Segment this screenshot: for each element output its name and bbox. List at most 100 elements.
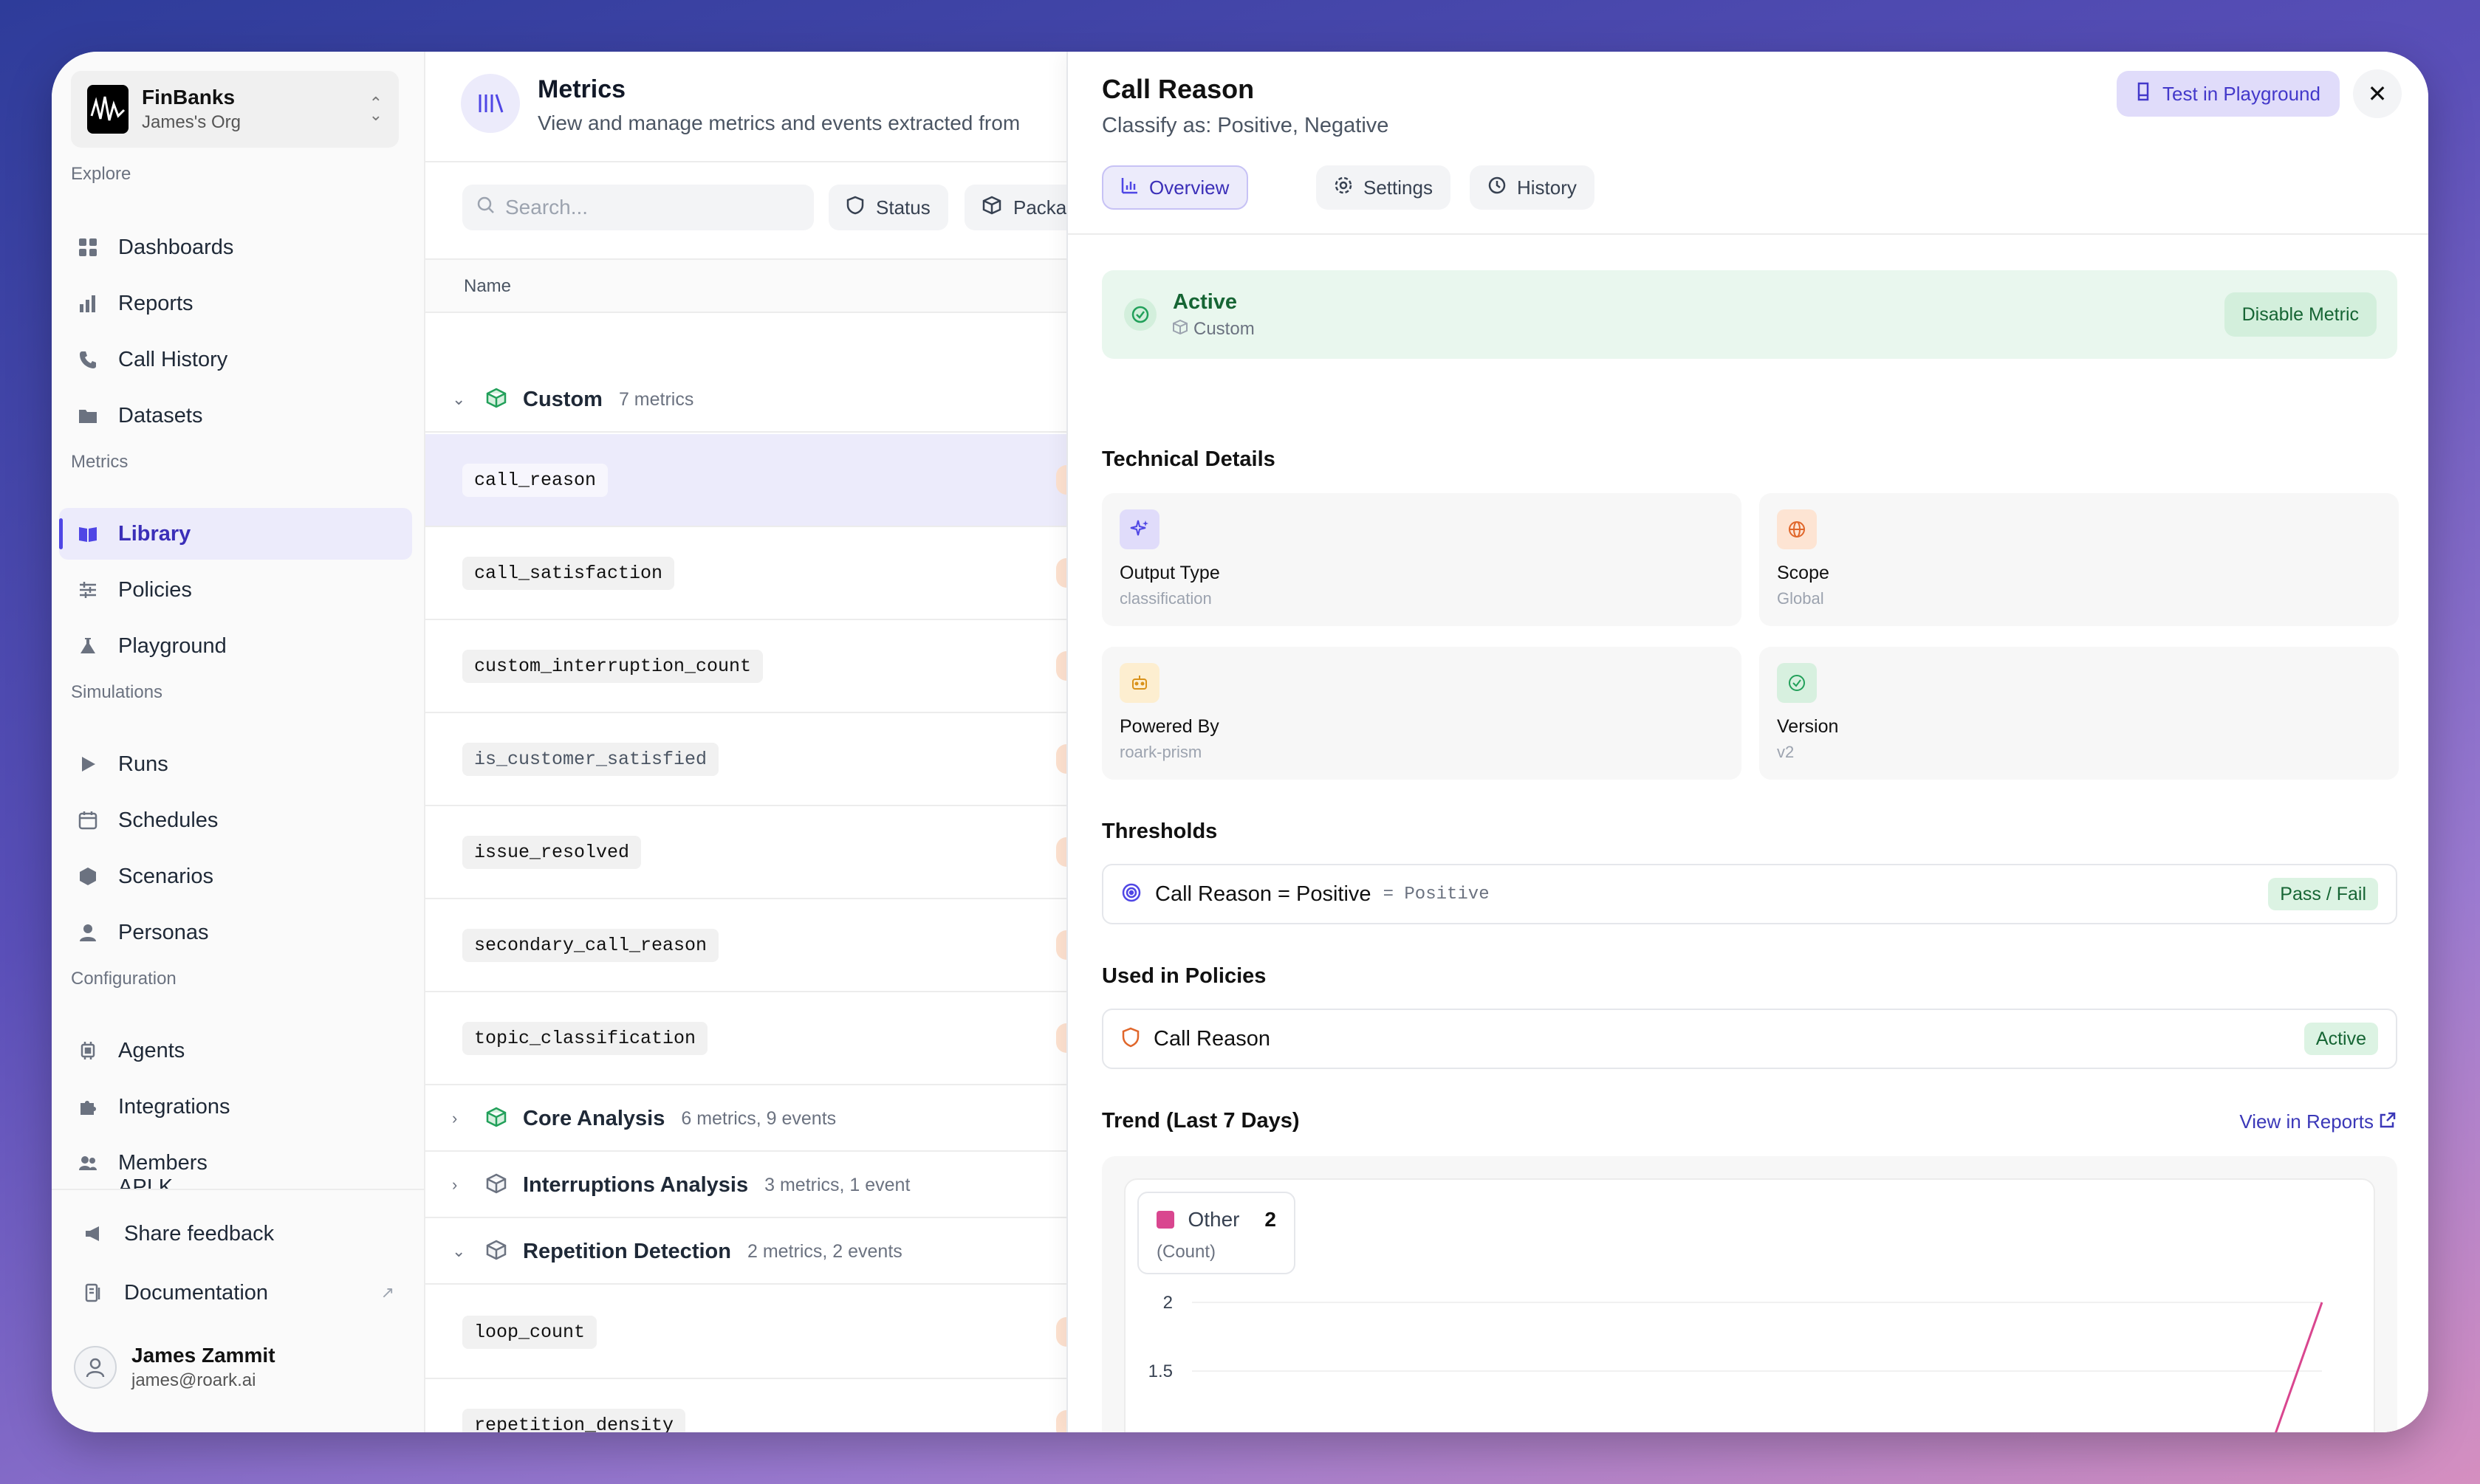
metric-row[interactable]: secondary_call_reason [425,899,1066,992]
bot-icon [1120,663,1159,703]
metric-row[interactable]: is_customer_satisfied [425,713,1066,806]
type-badge [1056,1317,1066,1347]
sidebar-item-scenarios[interactable]: Scenarios [59,851,412,902]
legend-value: 2 [1264,1208,1276,1231]
sidebar-item-members[interactable]: Members [59,1137,412,1189]
close-button[interactable]: ✕ [2353,69,2402,118]
documentation-label: Documentation [124,1280,269,1305]
powered-by-card: Powered By roark-prism [1102,647,1741,780]
group-count: 6 metrics, 9 events [681,1107,837,1129]
search-input[interactable] [505,196,786,219]
search-box[interactable] [462,185,814,230]
type-badge [1056,651,1066,681]
test-in-playground-button[interactable]: Test in Playground [2117,71,2340,117]
trend-heading: Trend (Last 7 Days) [1102,1109,1300,1133]
org-subtitle: James's Org [142,112,241,132]
threshold-text: Call Reason = Positive [1155,882,1371,906]
package-filter-button[interactable]: Packa [965,185,1066,230]
sidebar-item-integrations[interactable]: Integrations [59,1081,412,1133]
metric-name: repetition_density [462,1408,686,1432]
policy-row[interactable]: Call Reason Active [1102,1009,2397,1069]
package-icon [486,1173,507,1198]
sidebar-item-schedules[interactable]: Schedules [59,794,412,846]
metric-name: custom_interruption_count [462,649,764,683]
sidebar-item-datasets[interactable]: Datasets [59,390,412,442]
powered-by-value: roark-prism [1120,743,1202,761]
group-core-analysis[interactable]: › Core Analysis 6 metrics, 9 events [425,1087,1066,1152]
metric-row[interactable]: call_reason [425,434,1066,527]
group-repetition-detection[interactable]: ⌄ Repetition Detection 2 metrics, 2 even… [425,1220,1066,1285]
y-tick-label: 1 [1163,1430,1173,1432]
policy-name: Call Reason [1154,1026,1270,1051]
package-icon [982,196,1001,220]
powered-by-label: Powered By [1120,716,1219,737]
metric-name: is_customer_satisfied [462,742,719,776]
sidebar-item-library[interactable]: Library [59,508,412,560]
legend-swatch [1157,1211,1174,1229]
sidebar-item-playground[interactable]: Playground [59,620,412,672]
group-custom[interactable]: ⌄ Custom 7 metrics [425,368,1066,433]
sidebar-footer [52,1189,424,1190]
metric-row[interactable]: call_satisfaction [425,527,1066,620]
page-subtitle: View and manage metrics and events extra… [538,111,1021,134]
sidebar-item-dashboards[interactable]: Dashboards [59,221,412,273]
org-switcher[interactable]: FinBanks James's Org ⌃ ⌄ [71,71,399,148]
chevron-right-icon: › [452,1175,458,1194]
metric-row[interactable]: loop_count [425,1286,1066,1379]
status-filter-button[interactable]: Status [829,185,948,230]
scope-card: Scope Global [1759,493,2399,626]
metric-row[interactable]: issue_resolved [425,806,1066,899]
group-interruptions-analysis[interactable]: › Interruptions Analysis 3 metrics, 1 ev… [425,1153,1066,1218]
tab-overview[interactable]: Overview [1102,165,1249,210]
sidebar-item-reports[interactable]: Reports [59,278,412,329]
sidebar-item-label: Call History [118,347,228,371]
metrics-list-panel: Metrics View and manage metrics and even… [425,52,1066,1432]
scope-value: Global [1777,589,1824,608]
metric-row[interactable]: topic_classification [425,992,1066,1085]
sidebar-item-runs[interactable]: Runs [59,738,412,790]
close-icon: ✕ [2367,80,2388,107]
chevron-up-down-icon: ⌃ ⌄ [369,94,383,124]
thresholds-heading: Thresholds [1102,820,1218,843]
sidebar-item-label: Playground [118,633,227,658]
puzzle-icon [77,1096,99,1118]
check-circle-icon [1124,298,1157,331]
type-badge [1056,558,1066,588]
tab-settings[interactable]: Settings [1316,165,1450,210]
library-icon [461,74,520,133]
status-package-label: Custom [1193,318,1255,339]
view-in-reports-label: View in Reports [2239,1110,2374,1133]
phone-icon [77,348,99,371]
metric-detail-panel: Call Reason Classify as: Positive, Negat… [1066,52,2428,1432]
status-title: Active [1173,289,1238,314]
tab-history[interactable]: History [1470,165,1594,210]
user-profile[interactable]: James Zammit james@roark.ai [74,1344,275,1391]
sidebar-item-api-keys[interactable]: API K [59,1175,412,1189]
status-badge: Active [2303,1023,2378,1055]
metric-row[interactable]: repetition_density [425,1379,1066,1432]
version-label: Version [1777,716,1839,737]
view-in-reports-link[interactable]: View in Reports [2239,1110,2396,1133]
metric-row[interactable]: custom_interruption_count [425,620,1066,713]
chevron-right-icon: › [452,1109,458,1127]
share-feedback-button[interactable]: Share feedback [65,1208,418,1260]
documentation-link[interactable]: Documentation ↗ [65,1267,412,1319]
sidebar-item-personas[interactable]: Personas [59,907,412,958]
sidebar: FinBanks James's Org ⌃ ⌄ Explore Dashboar… [52,52,425,1432]
sidebar-item-call-history[interactable]: Call History [59,334,412,385]
sidebar-item-policies[interactable]: Policies [59,564,412,616]
package-icon [486,1240,507,1264]
sidebar-item-agents[interactable]: Agents [59,1025,412,1076]
page-title: Metrics [538,75,626,103]
sidebar-item-label: Reports [118,291,193,315]
legend-name: Other [1188,1208,1240,1231]
disable-metric-button[interactable]: Disable Metric [2224,292,2377,337]
sidebar-item-label: Datasets [118,403,203,427]
detail-subtitle: Classify as: Positive, Negative [1102,114,1389,137]
metric-name: loop_count [462,1315,597,1349]
y-tick-label: 2 [1163,1293,1173,1313]
threshold-row[interactable]: Call Reason = Positive = Positive Pass /… [1102,864,2397,924]
legend-unit: (Count) [1157,1242,1216,1262]
key-icon [77,1175,99,1189]
document-icon [83,1282,105,1304]
